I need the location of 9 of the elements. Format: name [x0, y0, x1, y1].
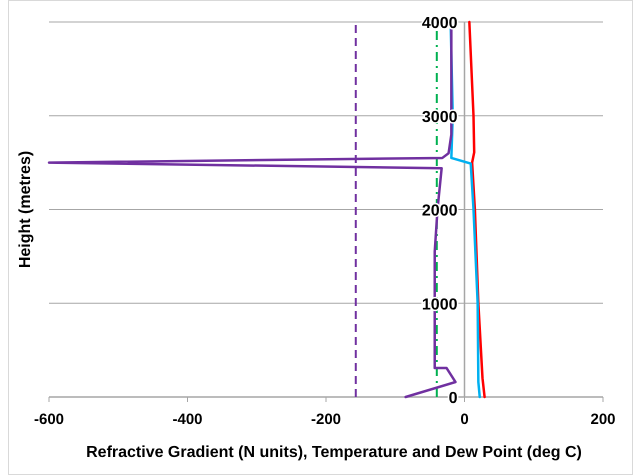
x-tick-label: 200	[590, 411, 616, 428]
y-axis-title: Height (metres)	[17, 150, 34, 268]
x-tick-label: -600	[34, 411, 64, 428]
x-tick-label: -200	[310, 411, 342, 428]
x-axis-title: Refractive Gradient (N units), Temperature and Dew Point (deg C)	[86, 444, 582, 461]
y-tick-label: 0	[448, 390, 458, 407]
x-tick-label: 0	[460, 411, 469, 428]
y-tick-label: 4000	[422, 15, 458, 32]
x-tick-label: -400	[172, 411, 203, 428]
